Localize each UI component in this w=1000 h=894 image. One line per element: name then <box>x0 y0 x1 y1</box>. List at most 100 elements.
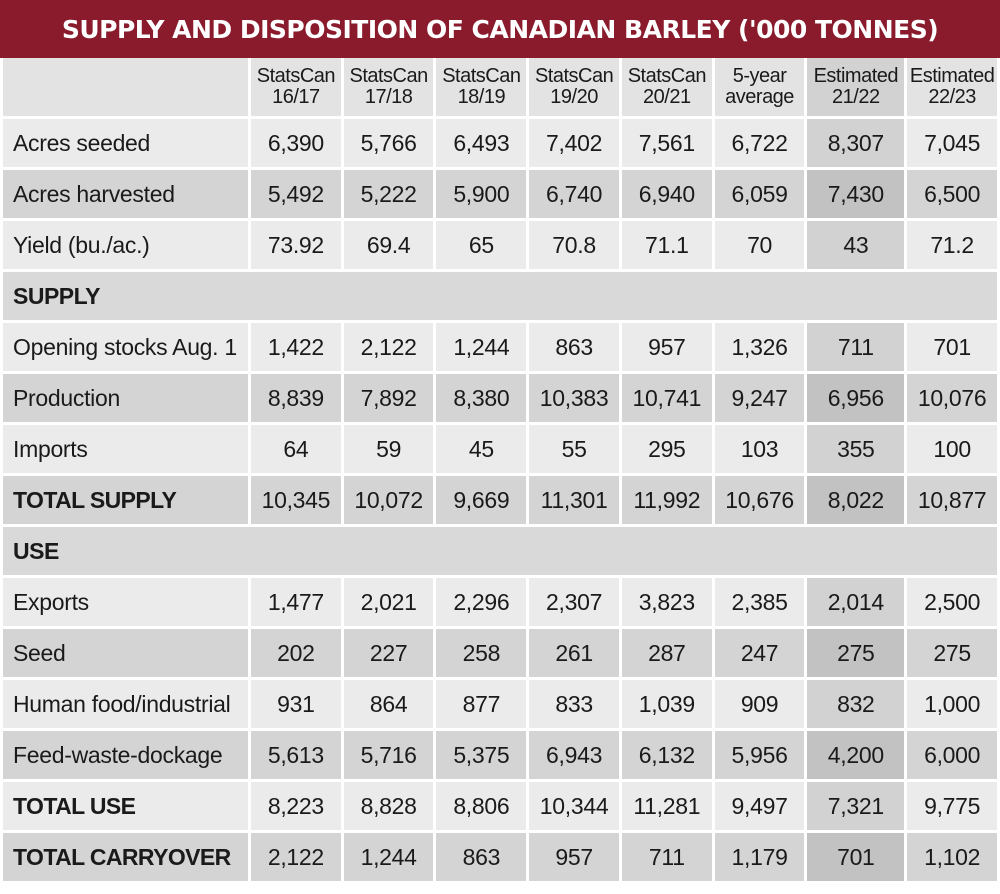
column-header-line: 5-year <box>732 65 787 87</box>
table-cell: 71.1 <box>621 221 712 269</box>
row-label: TOTAL SUPPLY <box>3 476 249 524</box>
table-cell: 864 <box>343 680 434 728</box>
table-cell: 11,281 <box>621 782 712 830</box>
table-cell: 103 <box>714 425 805 473</box>
table-cell: 957 <box>529 833 619 881</box>
table-cell: 275 <box>807 629 905 677</box>
table-cell: 11,992 <box>621 476 712 524</box>
table-cell: 6,493 <box>436 119 527 167</box>
table-cell: 100 <box>907 425 997 473</box>
table-cell: 1,244 <box>436 323 527 371</box>
row-label: TOTAL CARRYOVER <box>3 833 249 881</box>
table-cell: 70 <box>714 221 805 269</box>
table-cell: 5,613 <box>251 731 341 779</box>
table-cell: 1,179 <box>714 833 805 881</box>
table-cell: 11,301 <box>529 476 619 524</box>
table-cell: 5,492 <box>251 170 341 218</box>
table-cell: 701 <box>807 833 905 881</box>
table-row: Yield (bu./ac.) 73.92 69.4 65 70.8 71.1 70 43 71… <box>3 221 997 269</box>
table-cell: 258 <box>436 629 527 677</box>
row-label: Opening stocks Aug. 1 <box>3 323 249 371</box>
table-cell: 295 <box>621 425 712 473</box>
row-label: Production <box>3 374 249 422</box>
column-header-line: 19/20 <box>550 86 598 108</box>
section-row: SUPPLY <box>3 272 997 320</box>
table-cell: 7,402 <box>529 119 619 167</box>
table-cell: 9,247 <box>714 374 805 422</box>
table-cell: 6,132 <box>621 731 712 779</box>
table-cell: 2,500 <box>907 578 997 626</box>
row-label: Feed-waste-dockage <box>3 731 249 779</box>
table-cell: 2,122 <box>343 323 434 371</box>
table-cell: 6,740 <box>529 170 619 218</box>
column-header: StatsCan 17/18 <box>343 58 434 116</box>
column-header: StatsCan 16/17 <box>251 58 341 116</box>
row-label: Acres seeded <box>3 119 249 167</box>
header-row: StatsCan 16/17 StatsCan 17/18 StatsCan 18/19 S… <box>3 58 997 116</box>
table-cell: 2,014 <box>807 578 905 626</box>
table-cell: 957 <box>621 323 712 371</box>
table-cell: 9,775 <box>907 782 997 830</box>
row-label: Seed <box>3 629 249 677</box>
table-cell: 2,122 <box>251 833 341 881</box>
table-row: Acres seeded 6,390 5,766 6,493 7,402 7,561 6,7… <box>3 119 997 167</box>
table-cell: 55 <box>529 425 619 473</box>
table-cell: 7,045 <box>907 119 997 167</box>
table-cell: 3,823 <box>621 578 712 626</box>
table-cell: 7,321 <box>807 782 905 830</box>
table-cell: 8,806 <box>436 782 527 830</box>
column-header-line: 16/17 <box>272 86 320 108</box>
column-header-line: 21/22 <box>832 86 880 108</box>
column-header-line: Estimated <box>813 65 899 87</box>
table-cell: 909 <box>714 680 805 728</box>
row-label: Human food/industrial <box>3 680 249 728</box>
row-label: TOTAL USE <box>3 782 249 830</box>
table-cell: 1,326 <box>714 323 805 371</box>
header-blank-cell <box>3 58 249 116</box>
column-header-line: 22/23 <box>928 86 976 108</box>
row-label: Yield (bu./ac.) <box>3 221 249 269</box>
column-header-line: StatsCan <box>349 65 428 87</box>
table-cell: 64 <box>251 425 341 473</box>
table-cell: 10,676 <box>714 476 805 524</box>
table-cell: 10,741 <box>621 374 712 422</box>
table-cell: 6,943 <box>529 731 619 779</box>
table-cell: 2,385 <box>714 578 805 626</box>
table-cell: 6,000 <box>907 731 997 779</box>
table-cell: 10,072 <box>343 476 434 524</box>
table-cell: 7,561 <box>621 119 712 167</box>
table-cell: 6,500 <box>907 170 997 218</box>
column-header: StatsCan 20/21 <box>621 58 712 116</box>
table-cell: 5,956 <box>714 731 805 779</box>
table-cell: 8,022 <box>807 476 905 524</box>
table-cell: 355 <box>807 425 905 473</box>
table-cell: 6,059 <box>714 170 805 218</box>
supply-disposition-table: StatsCan 16/17 StatsCan 17/18 StatsCan 18/19 S… <box>0 55 1000 884</box>
table-cell: 711 <box>807 323 905 371</box>
table-cell: 2,021 <box>343 578 434 626</box>
column-header-line: Estimated <box>909 65 995 87</box>
table-cell: 73.92 <box>251 221 341 269</box>
column-header: Estimated 22/23 <box>907 58 997 116</box>
table-cell: 6,722 <box>714 119 805 167</box>
table-cell: 931 <box>251 680 341 728</box>
table-cell: 711 <box>621 833 712 881</box>
column-header: StatsCan 18/19 <box>436 58 527 116</box>
table-cell: 8,223 <box>251 782 341 830</box>
table-row: TOTAL CARRYOVER 2,122 1,244 863 957 711 1,179 7… <box>3 833 997 881</box>
table-cell: 10,877 <box>907 476 997 524</box>
table-row: Opening stocks Aug. 1 1,422 2,122 1,244 863 9… <box>3 323 997 371</box>
table-cell: 5,900 <box>436 170 527 218</box>
table-cell: 65 <box>436 221 527 269</box>
table-cell: 5,222 <box>343 170 434 218</box>
table-cell: 71.2 <box>907 221 997 269</box>
table-cell: 7,892 <box>343 374 434 422</box>
table-cell: 863 <box>529 323 619 371</box>
column-header-line: 18/19 <box>457 86 506 108</box>
table-cell: 1,477 <box>251 578 341 626</box>
table-row: TOTAL USE 8,223 8,828 8,806 10,344 11,281 9,49… <box>3 782 997 830</box>
table-cell: 1,039 <box>621 680 712 728</box>
table-cell: 6,956 <box>807 374 905 422</box>
column-header: 5-year average <box>714 58 805 116</box>
